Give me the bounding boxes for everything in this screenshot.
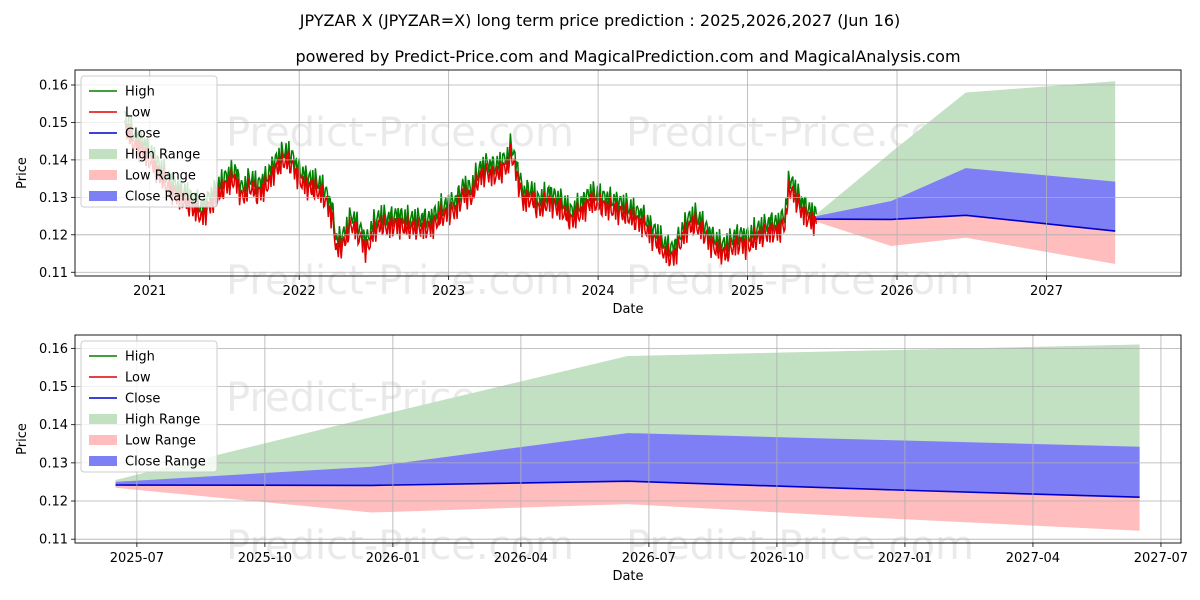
legend-patch-swatch [89, 456, 117, 466]
close-forecast-line [816, 214, 1116, 232]
legend-label: Close [125, 127, 160, 142]
x-tick-label: 2023 [432, 284, 465, 299]
legend-label: Low Range [125, 169, 196, 184]
watermark-text: Predict-Price.com [226, 523, 574, 569]
close-range-band [115, 433, 1140, 498]
x-tick-label: 2027-01 [878, 551, 932, 566]
low-range-band [816, 215, 1116, 264]
x-tick-label: 2026 [880, 284, 913, 299]
low-series-line [123, 120, 818, 267]
y-tick-label: 0.15 [39, 116, 68, 131]
y-axis-label: Price [15, 157, 30, 189]
legend-patch-swatch [89, 414, 117, 424]
x-tick-label: 2026-04 [494, 551, 548, 566]
legend-patch-swatch [89, 149, 117, 159]
y-tick-label: 0.14 [39, 418, 68, 433]
legend-label: High Range [125, 148, 200, 163]
y-tick-label: 0.12 [39, 495, 68, 510]
close-forecast-line [115, 480, 1140, 498]
x-tick-label: 2026-01 [366, 551, 420, 566]
x-tick-label: 2027 [1030, 284, 1063, 299]
low-range-band [115, 481, 1140, 531]
x-tick-label: 2021 [133, 284, 166, 299]
x-tick-label: 2025 [731, 284, 764, 299]
legend-label: Close Range [125, 455, 206, 470]
y-tick-label: 0.13 [39, 191, 68, 206]
high-series-line [123, 110, 818, 257]
x-tick-label: 2025-10 [238, 551, 292, 566]
axes-frame [74, 334, 1182, 544]
watermark-text: Predict-Price.com [626, 258, 974, 304]
legend-patch-swatch [89, 191, 117, 201]
legend-label: Close Range [125, 190, 206, 205]
y-axis-label: Price [15, 423, 30, 455]
legend-label: High Range [125, 413, 200, 428]
top-panel: Predict-Price.com Predict-Price.com Predic… [15, 69, 1182, 317]
legend-patch-swatch [89, 170, 117, 180]
legend-label: High [125, 350, 155, 365]
watermark-text: Predict-Price.com [226, 110, 574, 156]
legend-label: Close [125, 392, 160, 407]
chart-subtitle: powered by Predict-Price.com and Magical… [295, 47, 960, 66]
y-tick-label: 0.15 [39, 380, 68, 395]
chart-title: JPYZAR X (JPYZAR=X) long term price pred… [299, 11, 900, 30]
axes-frame [74, 69, 1182, 277]
x-tick-label: 2026-07 [622, 551, 676, 566]
watermark-text: Predict-Price.com [226, 258, 574, 304]
legend-label: High [125, 85, 155, 100]
legend-label: Low Range [125, 434, 196, 449]
x-tick-label: 2027-04 [1006, 551, 1060, 566]
y-tick-label: 0.16 [39, 342, 68, 357]
legend-label: Low [125, 106, 151, 121]
y-tick-label: 0.11 [39, 533, 68, 548]
x-tick-label: 2022 [283, 284, 316, 299]
x-axis-label: Date [612, 302, 643, 317]
close-range-band [816, 168, 1116, 232]
y-tick-label: 0.14 [39, 153, 68, 168]
x-tick-label: 2024 [582, 284, 615, 299]
x-tick-label: 2027-07 [1134, 551, 1188, 566]
watermark-text: Predict-Price.com [626, 523, 974, 569]
y-tick-label: 0.13 [39, 456, 68, 471]
legend-patch-swatch [89, 435, 117, 445]
x-axis-label: Date [612, 569, 643, 584]
x-tick-label: 2026-10 [750, 551, 804, 566]
legend-label: Low [125, 371, 151, 386]
y-tick-label: 0.12 [39, 228, 68, 243]
y-tick-label: 0.16 [39, 78, 68, 93]
x-tick-label: 2025-07 [110, 551, 164, 566]
y-tick-label: 0.11 [39, 266, 68, 281]
